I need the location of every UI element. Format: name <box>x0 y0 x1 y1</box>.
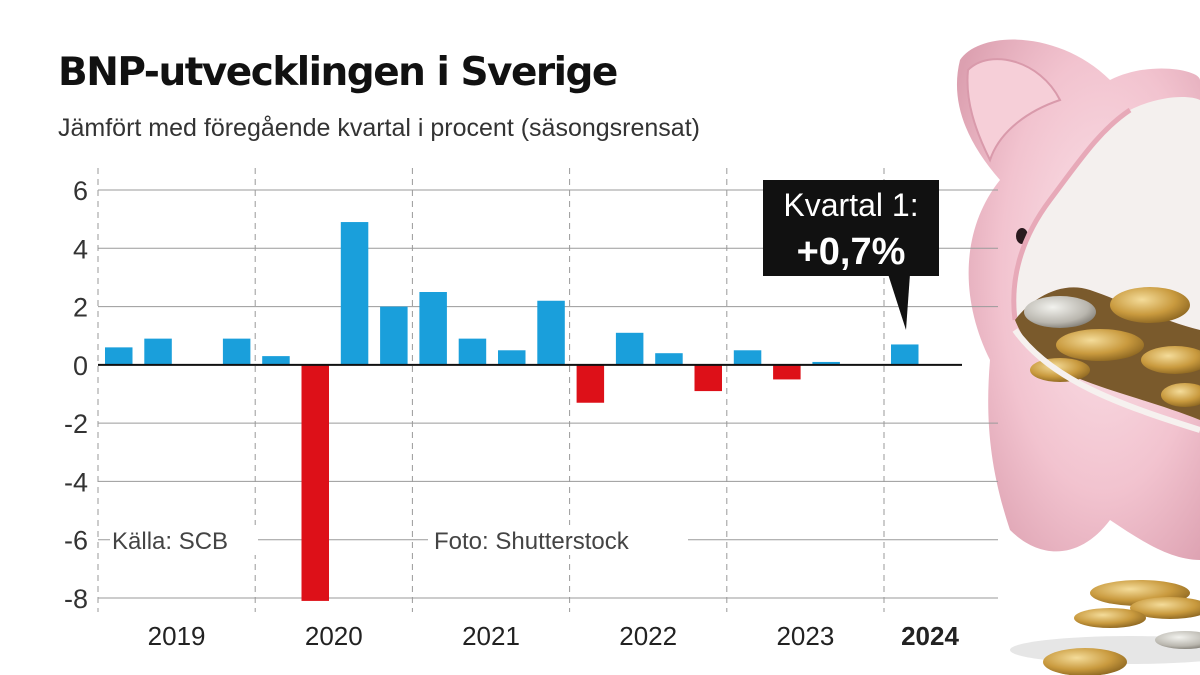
bar-2022-q4 <box>694 364 722 392</box>
y-tick-label: -6 <box>64 526 88 556</box>
bar-2021-q2 <box>458 338 487 365</box>
bar-2022-q1 <box>576 364 605 403</box>
x-year-label: 2020 <box>305 621 363 651</box>
chart-title: BNP-utvecklingen i Sverige <box>58 50 618 95</box>
bar-2024-q1 <box>891 344 919 365</box>
bar-2019-q2 <box>144 338 172 365</box>
bar-2022-q3 <box>655 353 683 365</box>
callout-line-1: Kvartal 1: <box>783 187 918 223</box>
y-tick-label: 6 <box>73 176 88 206</box>
bar-2022-q2 <box>615 332 644 365</box>
source-label: Källa: SCB <box>112 528 228 555</box>
bar-2023-q2 <box>773 364 801 380</box>
bar-2021-q4 <box>537 300 565 365</box>
x-axis-year-labels: 2019 2020 2021 2022 2023 2024 <box>148 621 960 651</box>
year-dividers <box>97 168 885 612</box>
photo-credit-label: Foto: Shutterstock <box>434 528 630 555</box>
y-tick-label: -4 <box>64 467 88 497</box>
bar-series <box>105 222 919 601</box>
y-tick-label: -2 <box>64 409 88 439</box>
bar-2020-q3 <box>340 222 369 365</box>
bar-2021-q3 <box>498 350 526 365</box>
y-tick-label: 0 <box>73 351 88 381</box>
x-year-label: 2022 <box>619 621 677 651</box>
piggy-bank-photo <box>956 39 1200 675</box>
y-tick-label: 4 <box>73 234 88 264</box>
bar-2019-q4 <box>222 338 251 365</box>
bar-2019-q1 <box>105 347 133 365</box>
y-axis-tick-labels: 6 4 2 0 -2 -4 -6 -8 <box>64 176 88 614</box>
bar-2021-q1 <box>419 292 447 365</box>
x-year-label: 2024 <box>901 621 959 651</box>
x-year-label: 2019 <box>148 621 206 651</box>
bar-2020-q2 <box>301 364 329 601</box>
x-year-label: 2021 <box>462 621 520 651</box>
y-tick-label: -8 <box>64 584 88 614</box>
bar-2023-q3 <box>812 361 840 365</box>
bar-2020-q4 <box>380 306 408 365</box>
callout-line-2: +0,7% <box>797 231 906 273</box>
latest-quarter-callout: Kvartal 1: +0,7% <box>763 180 939 330</box>
y-tick-label: 2 <box>73 293 88 323</box>
x-year-label: 2023 <box>776 621 834 651</box>
bar-2020-q1 <box>262 356 290 365</box>
bar-2023-q1 <box>733 350 762 365</box>
chart-subtitle: Jämfört med föregående kvartal i procent… <box>58 114 700 142</box>
